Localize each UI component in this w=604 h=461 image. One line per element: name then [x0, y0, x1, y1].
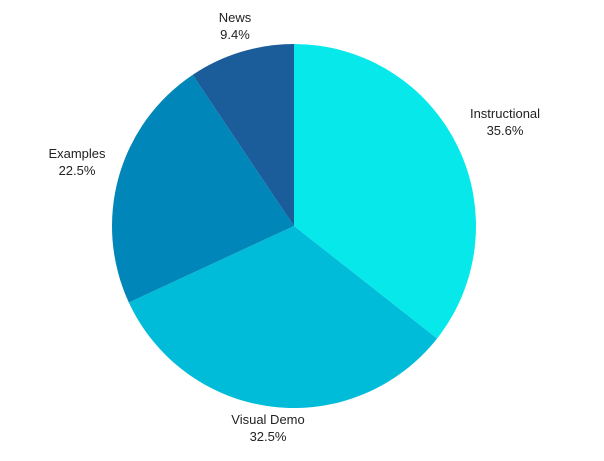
slice-value-examples: 22.5% [59, 163, 96, 178]
slice-value-instructional: 35.6% [487, 123, 524, 138]
pie-slice-news [192, 44, 294, 226]
slice-label-news: News [219, 10, 252, 25]
slice-value-visual-demo: 32.5% [250, 429, 287, 444]
pie-slice-examples [111, 74, 295, 303]
pie-slice-visual-demo [128, 226, 438, 408]
pie-slice-instructional [294, 44, 476, 339]
pie-slices [111, 44, 476, 408]
slice-value-news: 9.4% [220, 27, 250, 42]
slice-label-instructional: Instructional [470, 106, 540, 121]
slice-label-visual-demo: Visual Demo [231, 412, 304, 427]
slice-label-examples: Examples [48, 146, 106, 161]
pie-labels: Instructional 35.6% Visual Demo 32.5% Exampl… [48, 10, 540, 444]
